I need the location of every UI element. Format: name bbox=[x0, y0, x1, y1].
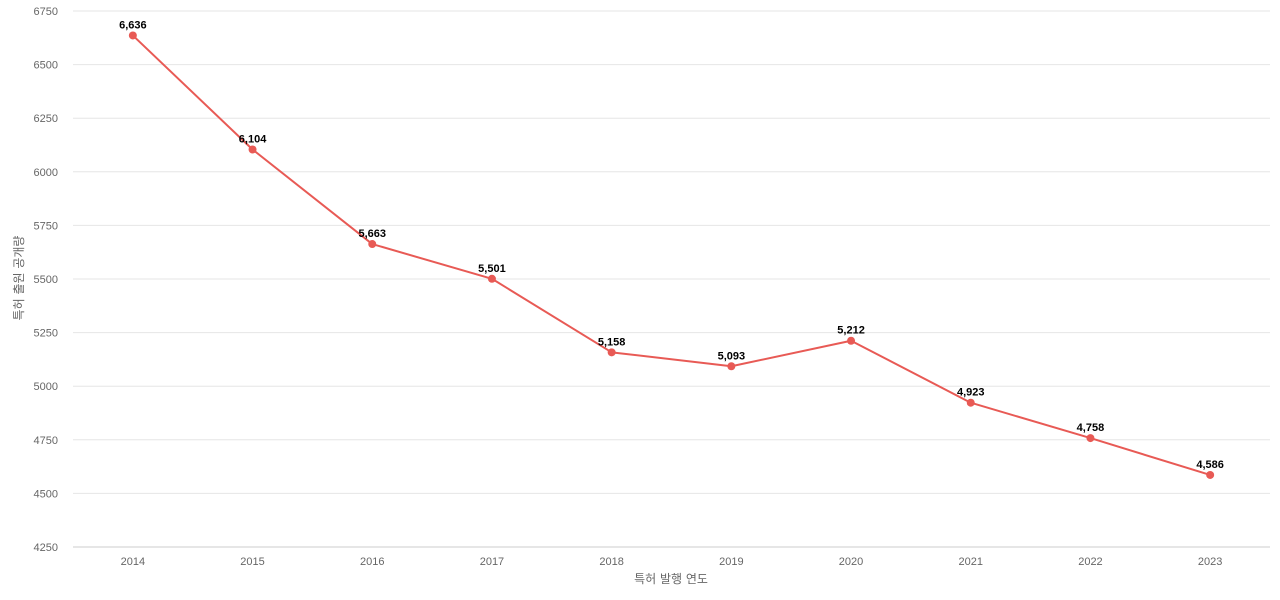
data-point bbox=[368, 240, 377, 249]
x-tick-label: 2017 bbox=[480, 556, 504, 568]
x-tick-label: 2021 bbox=[959, 556, 983, 568]
data-point bbox=[248, 145, 257, 154]
data-label: 5,093 bbox=[718, 350, 746, 362]
x-axis-ticks: 2014 2015 2016 2017 2018 2019 2020 2021 2022 2023 bbox=[121, 556, 1223, 568]
y-axis-ticks: 4250 4500 4750 5000 5250 5500 5750 6000 6250 6500… bbox=[34, 6, 58, 554]
series-layer bbox=[128, 31, 1215, 479]
y-tick-label: 4250 bbox=[34, 542, 58, 554]
y-tick-label: 5750 bbox=[34, 220, 58, 232]
data-label: 5,501 bbox=[478, 263, 506, 275]
x-tick-label: 2016 bbox=[360, 556, 384, 568]
data-point bbox=[607, 348, 616, 357]
data-label: 5,158 bbox=[598, 336, 626, 348]
data-point bbox=[1206, 470, 1215, 479]
data-point bbox=[128, 31, 137, 40]
x-tick-label: 2018 bbox=[599, 556, 623, 568]
data-point bbox=[487, 274, 496, 283]
series-line bbox=[132, 34, 1211, 476]
data-point bbox=[1086, 434, 1095, 443]
y-tick-label: 5500 bbox=[34, 274, 58, 286]
y-tick-label: 6500 bbox=[34, 60, 58, 72]
y-tick-label: 4750 bbox=[34, 435, 58, 447]
x-tick-label: 2022 bbox=[1078, 556, 1102, 568]
data-label: 4,758 bbox=[1077, 422, 1105, 434]
y-tick-label: 5000 bbox=[34, 381, 58, 393]
y-tick-label: 5250 bbox=[34, 328, 58, 340]
x-tick-label: 2019 bbox=[719, 556, 743, 568]
data-point bbox=[727, 362, 736, 371]
data-label: 4,586 bbox=[1196, 459, 1224, 471]
data-label: 4,923 bbox=[957, 387, 985, 399]
data-point bbox=[847, 336, 856, 345]
data-label: 6,104 bbox=[239, 134, 267, 146]
y-axis-title: 특허 출원 공개량 bbox=[12, 236, 26, 321]
data-point bbox=[966, 398, 975, 407]
x-axis-title: 특허 발행 연도 bbox=[634, 571, 708, 586]
data-label: 5,212 bbox=[837, 325, 865, 337]
data-labels: 6,636 6,104 5,663 5,501 5,158 5,093 5,212 4,923… bbox=[119, 19, 1224, 471]
y-tick-label: 4500 bbox=[34, 488, 58, 500]
x-tick-label: 2014 bbox=[121, 556, 145, 568]
y-tick-label: 6750 bbox=[34, 6, 58, 18]
y-tick-label: 6000 bbox=[34, 167, 58, 179]
x-tick-label: 2023 bbox=[1198, 556, 1222, 568]
x-tick-label: 2015 bbox=[240, 556, 264, 568]
y-tick-label: 6250 bbox=[34, 113, 58, 125]
grid-layer bbox=[73, 10, 1270, 548]
data-label: 5,663 bbox=[358, 228, 386, 240]
x-tick-label: 2020 bbox=[839, 556, 863, 568]
data-label: 6,636 bbox=[119, 19, 147, 31]
